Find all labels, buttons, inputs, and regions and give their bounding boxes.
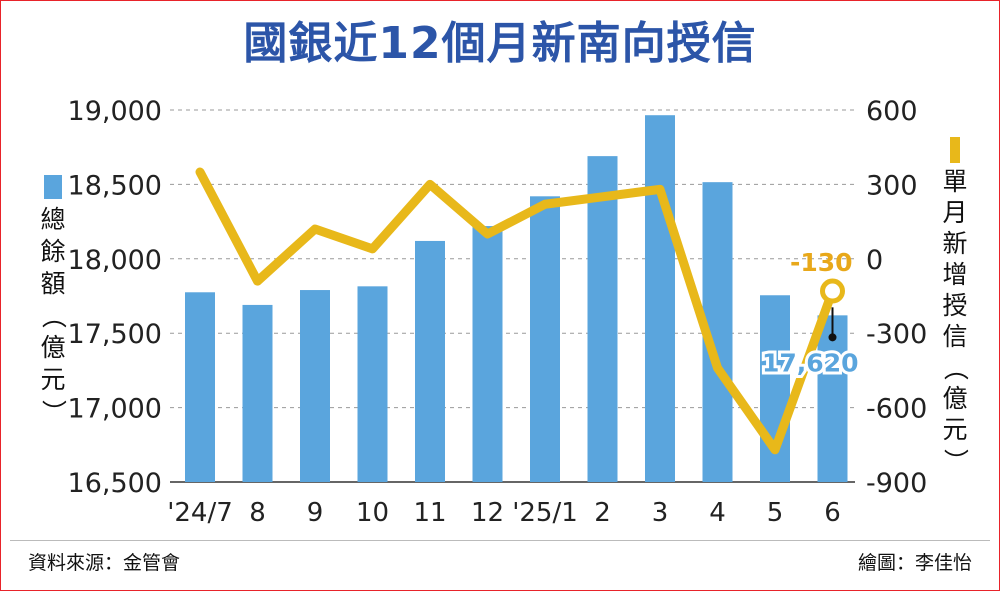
- y-right-tick-label: -600: [866, 394, 927, 425]
- chart-title: 國銀近12個月新南向授信: [243, 18, 757, 69]
- y-left-tick-label: 16,500: [68, 468, 162, 499]
- bar-callout-dot: [828, 333, 837, 342]
- legend-label-line-char: 月: [942, 198, 967, 227]
- legend-label-line-char: 新: [942, 229, 967, 258]
- x-tick-label: 10: [356, 498, 389, 528]
- legend-label-line-char: （: [941, 355, 970, 380]
- bar: [300, 290, 330, 482]
- y-left-tick-label: 18,500: [68, 170, 162, 201]
- bar: [817, 315, 848, 482]
- legend-label-bar-char: （: [39, 303, 68, 328]
- x-tick-label: 9: [307, 498, 324, 528]
- x-tick-label: '25/1: [512, 498, 578, 528]
- bar: [587, 156, 618, 483]
- bar: [415, 240, 445, 482]
- legend-label-line-char: ）: [941, 448, 970, 473]
- legend-label-line-char: 億: [942, 384, 967, 413]
- y-left-tick-label: 17,000: [68, 394, 162, 425]
- legend-label-bar-char: 總: [40, 205, 65, 234]
- x-tick-label: 2: [594, 498, 611, 528]
- y-right-tick-label: -300: [866, 319, 927, 350]
- x-tick-label: 5: [767, 498, 784, 528]
- x-tick-label: 12: [471, 498, 504, 528]
- y-left-tick-label: 17,500: [68, 319, 162, 350]
- line-value-label: -130: [790, 248, 853, 277]
- legend-label-line-char: 單: [942, 167, 967, 196]
- legend-swatch-line: [950, 137, 960, 163]
- x-tick-label: '24/7: [167, 498, 233, 528]
- legend-label-bar-char: 額: [40, 269, 65, 298]
- bar: [357, 286, 388, 482]
- bar: [185, 292, 215, 482]
- x-tick-label: 6: [824, 498, 841, 528]
- line-series: [195, 167, 837, 455]
- x-tick-label: 8: [249, 498, 266, 528]
- x-tick-label: 11: [413, 498, 446, 528]
- bar-value-label: 17,620: [762, 348, 858, 377]
- legend-label-bar-char: 元: [40, 365, 65, 394]
- legend-label-line-char: 元: [942, 415, 967, 444]
- legend-label-line-char: 信: [942, 322, 967, 351]
- credit-note: 繪圖：李佳怡: [857, 552, 972, 574]
- line-end-marker: [820, 278, 845, 304]
- y-left-tick-label: 19,000: [68, 96, 162, 127]
- legend-swatch-bar: [44, 175, 62, 199]
- bar: [242, 304, 273, 482]
- bar: [530, 196, 560, 482]
- legend-label-bar-char: ）: [39, 399, 68, 424]
- bar-value-label-halo: 17,620: [762, 348, 858, 377]
- y-right-tick-label: 600: [866, 96, 918, 127]
- y-right-tick-label: 0: [866, 245, 883, 276]
- legend-label-bar-char: 餘: [40, 237, 65, 266]
- legend-label-line-char: 授: [942, 291, 967, 320]
- y-right-tick-label: -900: [866, 468, 927, 499]
- x-tick-label: 3: [652, 498, 669, 528]
- y-left-tick-label: 18,000: [68, 245, 162, 276]
- footer-divider: [10, 540, 990, 541]
- legend-label-line-char: 增: [942, 260, 967, 289]
- legend-label-bar-char: 億: [40, 333, 65, 362]
- bar: [645, 115, 675, 482]
- source-note: 資料來源：金管會: [28, 552, 181, 574]
- x-tick-label: 4: [709, 498, 726, 528]
- bar: [472, 226, 503, 482]
- y-right-tick-label: 300: [866, 170, 918, 201]
